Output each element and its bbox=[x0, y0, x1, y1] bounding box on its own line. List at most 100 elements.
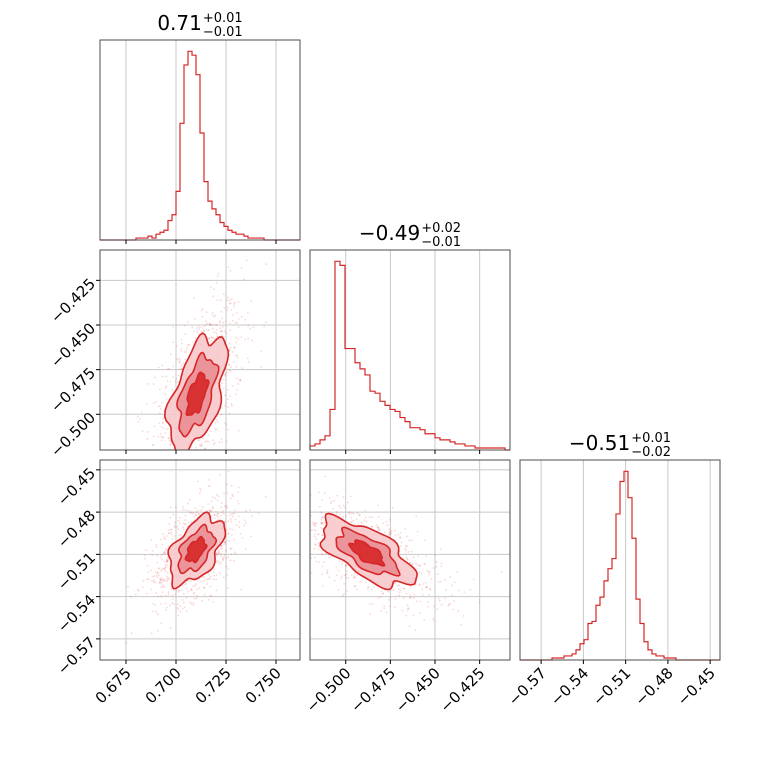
sample-point bbox=[161, 558, 163, 561]
sample-point bbox=[313, 556, 316, 559]
sample-point bbox=[205, 451, 207, 453]
sample-point bbox=[223, 541, 226, 544]
sample-point bbox=[160, 435, 163, 438]
sample-point bbox=[343, 574, 346, 577]
sample-point bbox=[164, 568, 166, 571]
sample-point bbox=[313, 523, 316, 525]
sample-point bbox=[186, 347, 189, 349]
sample-point bbox=[233, 509, 236, 512]
sample-point bbox=[169, 444, 172, 446]
sample-point bbox=[220, 545, 223, 547]
sample-point bbox=[399, 531, 402, 534]
sample-point bbox=[227, 568, 230, 570]
sample-point bbox=[218, 321, 221, 324]
sample-point bbox=[339, 513, 342, 516]
sample-point bbox=[305, 513, 307, 515]
sample-point bbox=[212, 443, 215, 446]
sample-point bbox=[352, 576, 355, 579]
x-tick-label: −0.475 bbox=[347, 664, 399, 716]
sample-point bbox=[169, 443, 172, 446]
sample-point bbox=[436, 608, 439, 611]
sample-point bbox=[360, 521, 363, 523]
sample-point bbox=[200, 509, 203, 512]
sample-point bbox=[235, 354, 237, 357]
sample-point bbox=[433, 605, 436, 608]
sample-point bbox=[220, 511, 223, 514]
sample-point bbox=[340, 577, 342, 580]
sample-point bbox=[167, 576, 170, 579]
sample-point bbox=[166, 560, 168, 562]
sample-point bbox=[321, 521, 324, 524]
sample-point bbox=[338, 560, 341, 563]
sample-point bbox=[229, 395, 232, 398]
sample-point bbox=[212, 601, 215, 603]
sample-point bbox=[192, 511, 195, 514]
sample-point bbox=[220, 506, 222, 509]
sample-point bbox=[236, 354, 239, 357]
sample-point bbox=[181, 487, 183, 489]
sample-point bbox=[352, 512, 355, 515]
sample-point bbox=[157, 571, 159, 574]
sample-point bbox=[390, 533, 393, 536]
sample-point bbox=[174, 521, 177, 524]
sample-point bbox=[175, 345, 178, 347]
sample-point bbox=[245, 259, 248, 262]
sample-point bbox=[173, 463, 175, 465]
sample-point bbox=[176, 358, 178, 360]
sample-point bbox=[150, 569, 152, 572]
sample-point bbox=[249, 327, 252, 330]
sample-point bbox=[217, 551, 220, 554]
sample-point bbox=[235, 552, 237, 555]
sample-point bbox=[197, 326, 200, 328]
sample-point bbox=[388, 528, 391, 530]
sample-point bbox=[439, 580, 442, 583]
sample-point bbox=[347, 511, 350, 514]
sample-point bbox=[389, 518, 391, 521]
sample-point bbox=[185, 349, 187, 352]
sample-point bbox=[237, 486, 240, 489]
sample-point bbox=[209, 430, 212, 433]
sample-point bbox=[204, 440, 207, 443]
sample-point bbox=[197, 332, 199, 335]
sample-point bbox=[419, 564, 421, 567]
sample-point bbox=[220, 545, 223, 547]
sample-point bbox=[232, 305, 235, 308]
sample-point bbox=[173, 482, 175, 484]
sample-point bbox=[226, 428, 229, 431]
x-tick-label: −0.450 bbox=[392, 664, 444, 716]
sample-point bbox=[162, 458, 164, 460]
sample-point bbox=[369, 613, 372, 615]
sample-point bbox=[145, 592, 148, 595]
sample-point bbox=[230, 484, 233, 487]
sample-point bbox=[264, 495, 267, 498]
sample-point bbox=[228, 412, 231, 415]
sample-point bbox=[238, 526, 241, 528]
sample-point bbox=[140, 411, 143, 414]
sample-point bbox=[219, 299, 222, 302]
sample-point bbox=[174, 506, 177, 509]
sample-point bbox=[304, 518, 306, 520]
sample-point bbox=[225, 332, 228, 334]
title-minus-err: −0.02 bbox=[631, 445, 671, 460]
sample-point bbox=[155, 544, 158, 546]
sample-point bbox=[195, 511, 198, 514]
sample-point bbox=[399, 536, 402, 539]
title-plus-err: +0.01 bbox=[203, 11, 243, 26]
sample-point bbox=[371, 516, 374, 519]
sample-point bbox=[437, 580, 440, 583]
sample-point bbox=[177, 608, 180, 611]
sample-point bbox=[226, 529, 228, 532]
sample-point bbox=[204, 578, 207, 581]
sample-point bbox=[236, 356, 239, 359]
sample-point bbox=[333, 499, 336, 502]
sample-point bbox=[233, 346, 236, 349]
sample-point bbox=[302, 539, 304, 541]
sample-point bbox=[194, 317, 196, 320]
sample-point bbox=[335, 513, 338, 516]
sample-point bbox=[397, 533, 400, 536]
sample-point bbox=[170, 533, 173, 536]
sample-point bbox=[142, 473, 144, 475]
sample-point bbox=[224, 320, 227, 323]
sample-point bbox=[185, 610, 188, 612]
